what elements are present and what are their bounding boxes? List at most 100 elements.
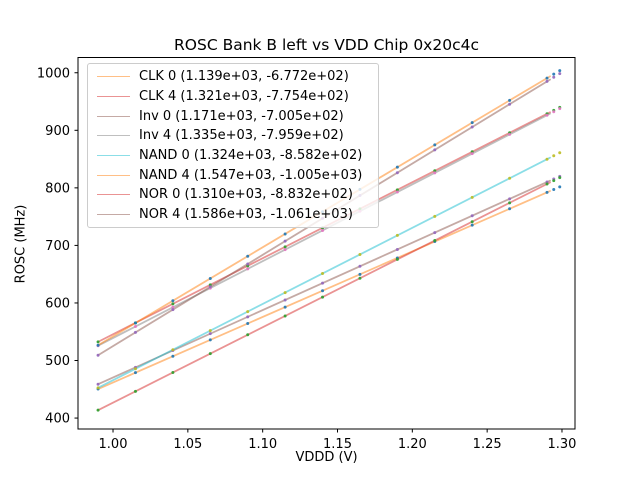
data-point-nand-0 xyxy=(358,252,362,256)
x-tick-label: 1.30 xyxy=(548,437,577,452)
data-point-nor-0 xyxy=(545,182,549,186)
data-point-inv-0 xyxy=(508,197,512,201)
data-point-nand-4 xyxy=(558,69,562,73)
data-point-nor-0 xyxy=(433,239,437,243)
data-point-nor-0 xyxy=(552,179,556,183)
data-point-nand-0 xyxy=(552,154,556,158)
data-point-nor-0 xyxy=(283,314,287,318)
data-point-nor-4 xyxy=(96,353,100,357)
data-point-nor-4 xyxy=(470,125,474,129)
legend-line-swatch xyxy=(97,115,130,117)
legend-line-swatch xyxy=(97,194,130,196)
data-point-inv-4 xyxy=(433,171,437,175)
data-point-clk-4 xyxy=(283,245,287,249)
data-point-clk-0 xyxy=(321,289,325,293)
data-point-inv-0 xyxy=(433,231,437,235)
legend-entry-clk-0: CLK 0 (1.139e+03, -6.772e+02) xyxy=(88,67,378,87)
data-point-nor-4 xyxy=(171,308,175,312)
data-point-inv-0 xyxy=(321,281,325,285)
x-tick-label: 1.20 xyxy=(398,437,427,452)
data-point-nand-0 xyxy=(96,386,100,390)
y-tick-label: 500 xyxy=(45,354,70,369)
data-point-inv-4 xyxy=(395,190,399,194)
legend-line-swatch xyxy=(97,155,130,157)
data-point-nand-0 xyxy=(470,195,474,199)
legend-entry-inv-0: Inv 0 (1.171e+03, -7.005e+02) xyxy=(88,106,378,126)
legend-entry-label: CLK 4 (1.321e+03, -7.754e+02) xyxy=(139,89,349,105)
data-point-nor-4 xyxy=(283,239,287,243)
data-point-inv-0 xyxy=(470,214,474,218)
data-point-nor-0 xyxy=(358,276,362,280)
data-point-clk-4 xyxy=(171,302,175,306)
chart-title: ROSC Bank B left vs VDD Chip 0x20c4c xyxy=(174,36,479,54)
legend-line-swatch xyxy=(97,76,130,78)
data-point-inv-4 xyxy=(171,305,175,309)
data-point-nand-0 xyxy=(171,348,175,352)
data-point-clk-0 xyxy=(246,322,250,326)
data-point-nand-4 xyxy=(283,232,287,236)
data-point-nand-0 xyxy=(545,157,549,161)
data-point-inv-4 xyxy=(246,267,250,271)
y-tick-label: 1000 xyxy=(37,66,70,81)
legend-entry-label: NAND 4 (1.547e+03, -1.005e+03) xyxy=(139,167,363,183)
x-tick-label: 1.10 xyxy=(248,437,277,452)
data-point-nor-4 xyxy=(133,330,137,334)
plot-spines xyxy=(77,57,576,430)
data-point-clk-0 xyxy=(283,305,287,309)
data-point-nor-0 xyxy=(208,352,212,356)
data-point-nor-4 xyxy=(508,102,512,106)
data-point-nor-0 xyxy=(470,220,474,224)
data-point-inv-4 xyxy=(283,248,287,252)
legend-entry-label: NAND 0 (1.324e+03, -8.582e+02) xyxy=(139,148,363,164)
data-point-nand-0 xyxy=(395,233,399,237)
legend-line-swatch xyxy=(97,135,130,137)
data-point-nand-4 xyxy=(545,76,549,80)
legend: CLK 0 (1.139e+03, -6.772e+02) CLK 4 (1.32… xyxy=(87,63,379,228)
data-point-nand-4 xyxy=(208,276,212,280)
legend-entry-label: Inv 4 (1.335e+03, -7.959e+02) xyxy=(139,128,344,144)
data-point-inv-4 xyxy=(321,228,325,232)
data-point-inv-4 xyxy=(133,324,137,328)
data-point-nand-0 xyxy=(246,310,250,314)
data-point-nand-4 xyxy=(96,343,100,347)
x-tick-label: 1.05 xyxy=(173,437,202,452)
data-point-nand-4 xyxy=(552,72,556,76)
data-point-nor-4 xyxy=(395,171,399,175)
data-point-inv-4 xyxy=(558,107,562,111)
x-tick-label: 1.00 xyxy=(99,437,128,452)
data-point-nand-4 xyxy=(133,321,137,325)
data-point-inv-0 xyxy=(358,264,362,268)
data-point-nand-0 xyxy=(133,367,137,371)
legend-entry-nand-0: NAND 0 (1.324e+03, -8.582e+02) xyxy=(88,146,378,166)
data-point-nand-0 xyxy=(208,329,212,333)
y-tick-label: 800 xyxy=(45,181,70,196)
legend-entry-label: CLK 0 (1.139e+03, -6.772e+02) xyxy=(139,69,349,85)
data-point-clk-0 xyxy=(358,272,362,276)
data-point-clk-0 xyxy=(552,187,556,191)
data-point-nor-0 xyxy=(558,176,562,180)
data-point-nand-4 xyxy=(246,254,250,258)
data-point-nand-4 xyxy=(433,143,437,147)
data-point-nor-4 xyxy=(545,79,549,83)
data-point-inv-0 xyxy=(208,332,212,336)
legend-entry-label: NOR 4 (1.586e+03, -1.061e+03) xyxy=(139,207,353,223)
data-point-inv-4 xyxy=(545,113,549,117)
data-point-nor-0 xyxy=(96,408,100,412)
legend-entry-label: NOR 0 (1.310e+03, -8.832e+02) xyxy=(139,187,353,203)
data-point-inv-4 xyxy=(470,152,474,156)
data-point-nor-4 xyxy=(208,285,212,289)
data-point-clk-0 xyxy=(208,338,212,342)
data-point-nor-0 xyxy=(321,295,325,299)
data-point-nand-4 xyxy=(508,98,512,102)
data-point-inv-0 xyxy=(283,298,287,302)
data-point-inv-0 xyxy=(395,247,399,251)
data-point-nand-0 xyxy=(321,272,325,276)
data-point-nor-0 xyxy=(508,201,512,205)
data-point-clk-0 xyxy=(508,207,512,211)
y-tick-label: 900 xyxy=(45,124,70,139)
y-axis-label: ROSC (MHz) xyxy=(13,204,29,284)
legend-line-swatch xyxy=(97,214,130,216)
data-point-nand-0 xyxy=(508,176,512,180)
legend-line-swatch xyxy=(97,174,130,176)
